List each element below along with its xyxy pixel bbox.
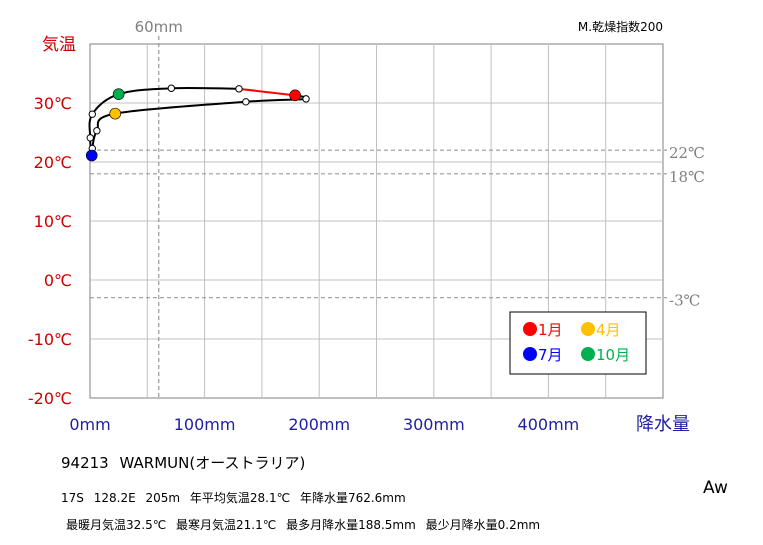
max-month-precip: 最多月降水量188.5mm [286,518,416,532]
month-point-8 [86,134,94,142]
month-point-5 [93,127,101,135]
warmest-month-temp: 最暖月気温32.5℃ [66,518,167,532]
elevation: 205m [145,491,181,505]
legend-marker [581,347,595,361]
x-tick-label: 0mm [69,415,110,434]
month-point-7 [85,149,98,162]
legend-label: 7月 [538,346,563,364]
legend-label: 10月 [596,346,630,364]
y-tick-label: 20℃ [34,153,72,172]
annual-mean-temp: 年平均気温28.1℃ [189,491,291,505]
annual-precip: 年降水量762.6mm [299,491,406,505]
x-tick-label: 200mm [288,415,350,434]
x-tick-label: 400mm [518,415,580,434]
coldest-month-temp: 最寒月気温21.1℃ [176,518,277,532]
station-name: WARMUN(オーストラリア) [119,454,306,472]
y-tick-label: 30℃ [34,94,72,113]
legend-label: 4月 [596,321,621,339]
legend-marker [523,322,537,336]
month-point-3 [242,98,250,106]
longitude: 128.2E [93,491,136,505]
month-point-9 [88,110,96,118]
station-title: 94213 WARMUN(オーストラリア) [61,452,311,473]
month-point-10 [112,88,125,100]
y-axis-label: 気温 [42,35,76,55]
x-tick-label: 100mm [174,415,236,434]
month-point-4 [109,107,122,120]
x-axis-label: 降水量 [636,414,690,435]
month-point-2 [302,95,310,103]
legend-marker [523,347,537,361]
min-month-precip: 最少月降水量0.2mm [425,518,541,532]
x-tick-label: 300mm [403,415,465,434]
climograph-closing-segment [238,87,296,97]
legend-box [509,311,647,375]
y-tick-label: 10℃ [34,212,72,231]
station-info-line2: 最暖月気温32.5℃ 最寒月気温21.1℃ 最多月降水量188.5mm 最少月降… [66,516,546,533]
legend-marker [581,322,595,336]
reference-label-temp: 22℃ [669,144,705,162]
reference-label-temp: -3℃ [669,292,700,310]
station-id: 94213 [61,454,109,472]
station-info-line1: 17S 128.2E 205m 年平均気温28.1℃ 年降水量762.6mm [61,489,412,506]
aridity-index-label: M.乾燥指数200 [578,19,663,34]
legend-label: 1月 [538,321,563,339]
latitude: 17S [61,491,84,505]
y-tick-label: -10℃ [28,330,72,349]
reference-label-temp: 18℃ [669,168,705,186]
month-point-1 [289,89,301,102]
month-point-11 [167,84,176,92]
y-tick-label: 0℃ [44,271,72,290]
reference-label-precip: 60mm [135,18,183,36]
koppen-class: Aw [703,478,728,498]
month-point-12 [235,85,243,93]
y-tick-label: -20℃ [28,389,72,408]
